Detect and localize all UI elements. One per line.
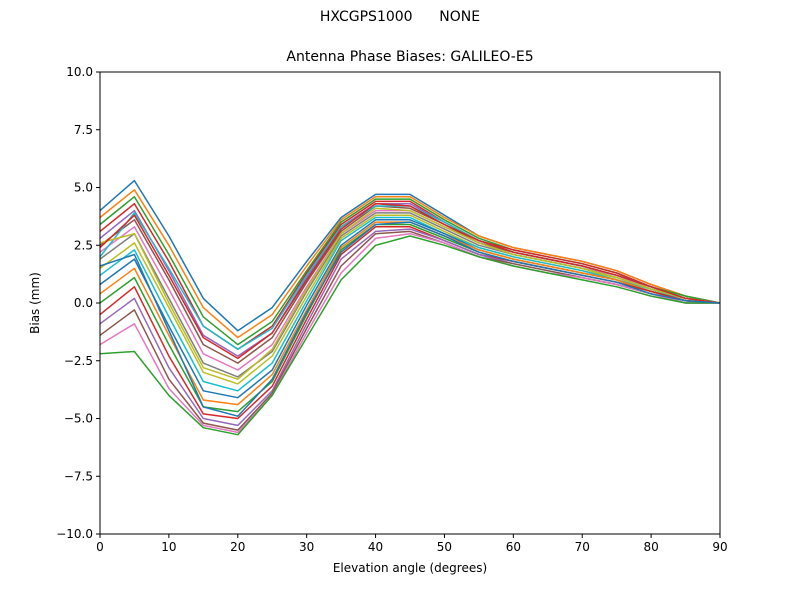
series-line-18 [99,235,720,436]
x-tick-label: 30 [299,540,314,554]
y-tick-label: −10.0 [56,527,93,541]
series-line-21 [99,202,721,360]
x-tick-label: 20 [230,540,245,554]
x-tick-label: 40 [368,540,383,554]
x-tick-label: 90 [712,540,727,554]
series-line-12 [99,221,721,406]
y-tick-label: 0.0 [74,296,93,310]
x-tick-label: 10 [161,540,176,554]
x-tick-label: 0 [96,540,104,554]
y-tick-label: 2.5 [74,238,93,252]
y-tick-label: 10.0 [66,65,93,79]
series-line-22 [99,221,721,417]
series-line-17 [99,232,720,434]
x-tick-label: 60 [506,540,521,554]
y-tick-label: −7.5 [64,469,93,483]
radome-name: NONE [439,9,481,25]
x-tick-label: 70 [575,540,590,554]
series-line-16 [99,230,720,431]
y-tick-label: 5.0 [74,181,93,195]
y-tick-label: −2.5 [64,354,93,368]
x-tick-label: 80 [643,540,658,554]
figure-title: HXCGPS1000 NONE [0,9,800,25]
chart-title: Antenna Phase Biases: GALILEO-E5 [286,49,534,65]
x-tick-label: 50 [437,540,452,554]
plot-frame [99,71,721,535]
x-axis-label: Elevation angle (degrees) [332,561,488,575]
series-line-20 [99,207,721,380]
series-line-10 [99,216,721,392]
series-line-2 [99,189,721,339]
station-name: HXCGPS1000 [319,9,413,25]
y-tick-label: 7.5 [74,123,93,137]
series-line-3 [99,195,721,346]
y-tick-label: −5.0 [64,412,93,426]
